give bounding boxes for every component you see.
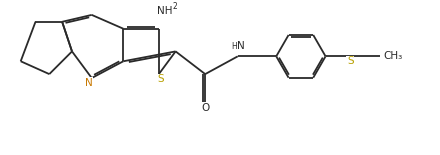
Text: S: S [347,56,354,66]
Text: N: N [85,78,93,88]
Text: N: N [237,41,245,51]
Text: 2: 2 [172,2,177,11]
Text: NH: NH [157,6,172,16]
Text: S: S [158,74,164,84]
Text: CH₃: CH₃ [384,51,403,61]
Text: O: O [201,103,209,113]
Text: H: H [231,42,237,51]
